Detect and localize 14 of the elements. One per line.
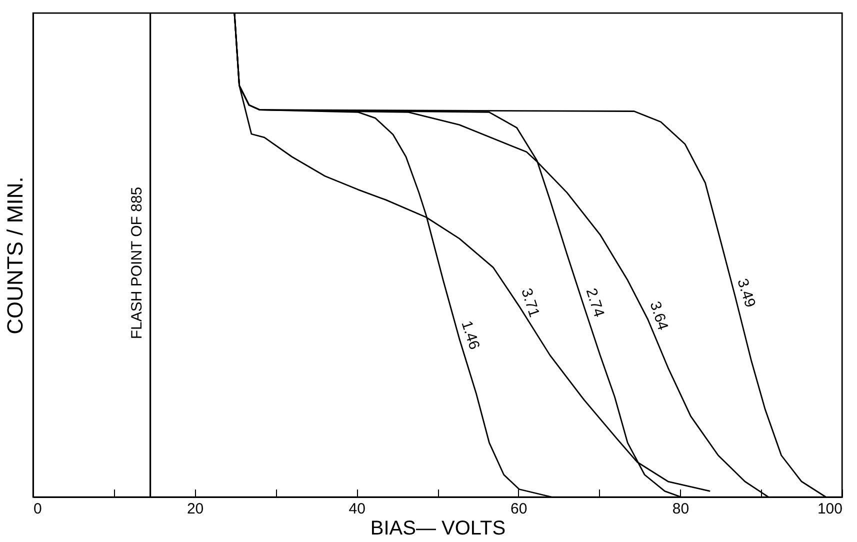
x-tick-label: 0	[34, 500, 42, 518]
x-tick-label: 100	[817, 500, 842, 518]
text: 1.46	[458, 318, 483, 352]
text: 2.74	[582, 286, 608, 320]
text: 3.64	[646, 299, 672, 332]
y-axis-title: COUNTS / MIN.	[2, 176, 28, 334]
text: 3.71	[518, 286, 543, 320]
text: 3.49	[734, 276, 759, 310]
x-tick-label: 80	[672, 500, 690, 518]
ref-line-label: FLASH POINT OF 885	[128, 186, 146, 340]
x-tick-label: 40	[348, 500, 366, 518]
x-axis-title: BIAS— VOLTS	[370, 518, 506, 540]
x-tick-label: 60	[510, 500, 528, 518]
x-tick-label: 20	[186, 500, 204, 518]
